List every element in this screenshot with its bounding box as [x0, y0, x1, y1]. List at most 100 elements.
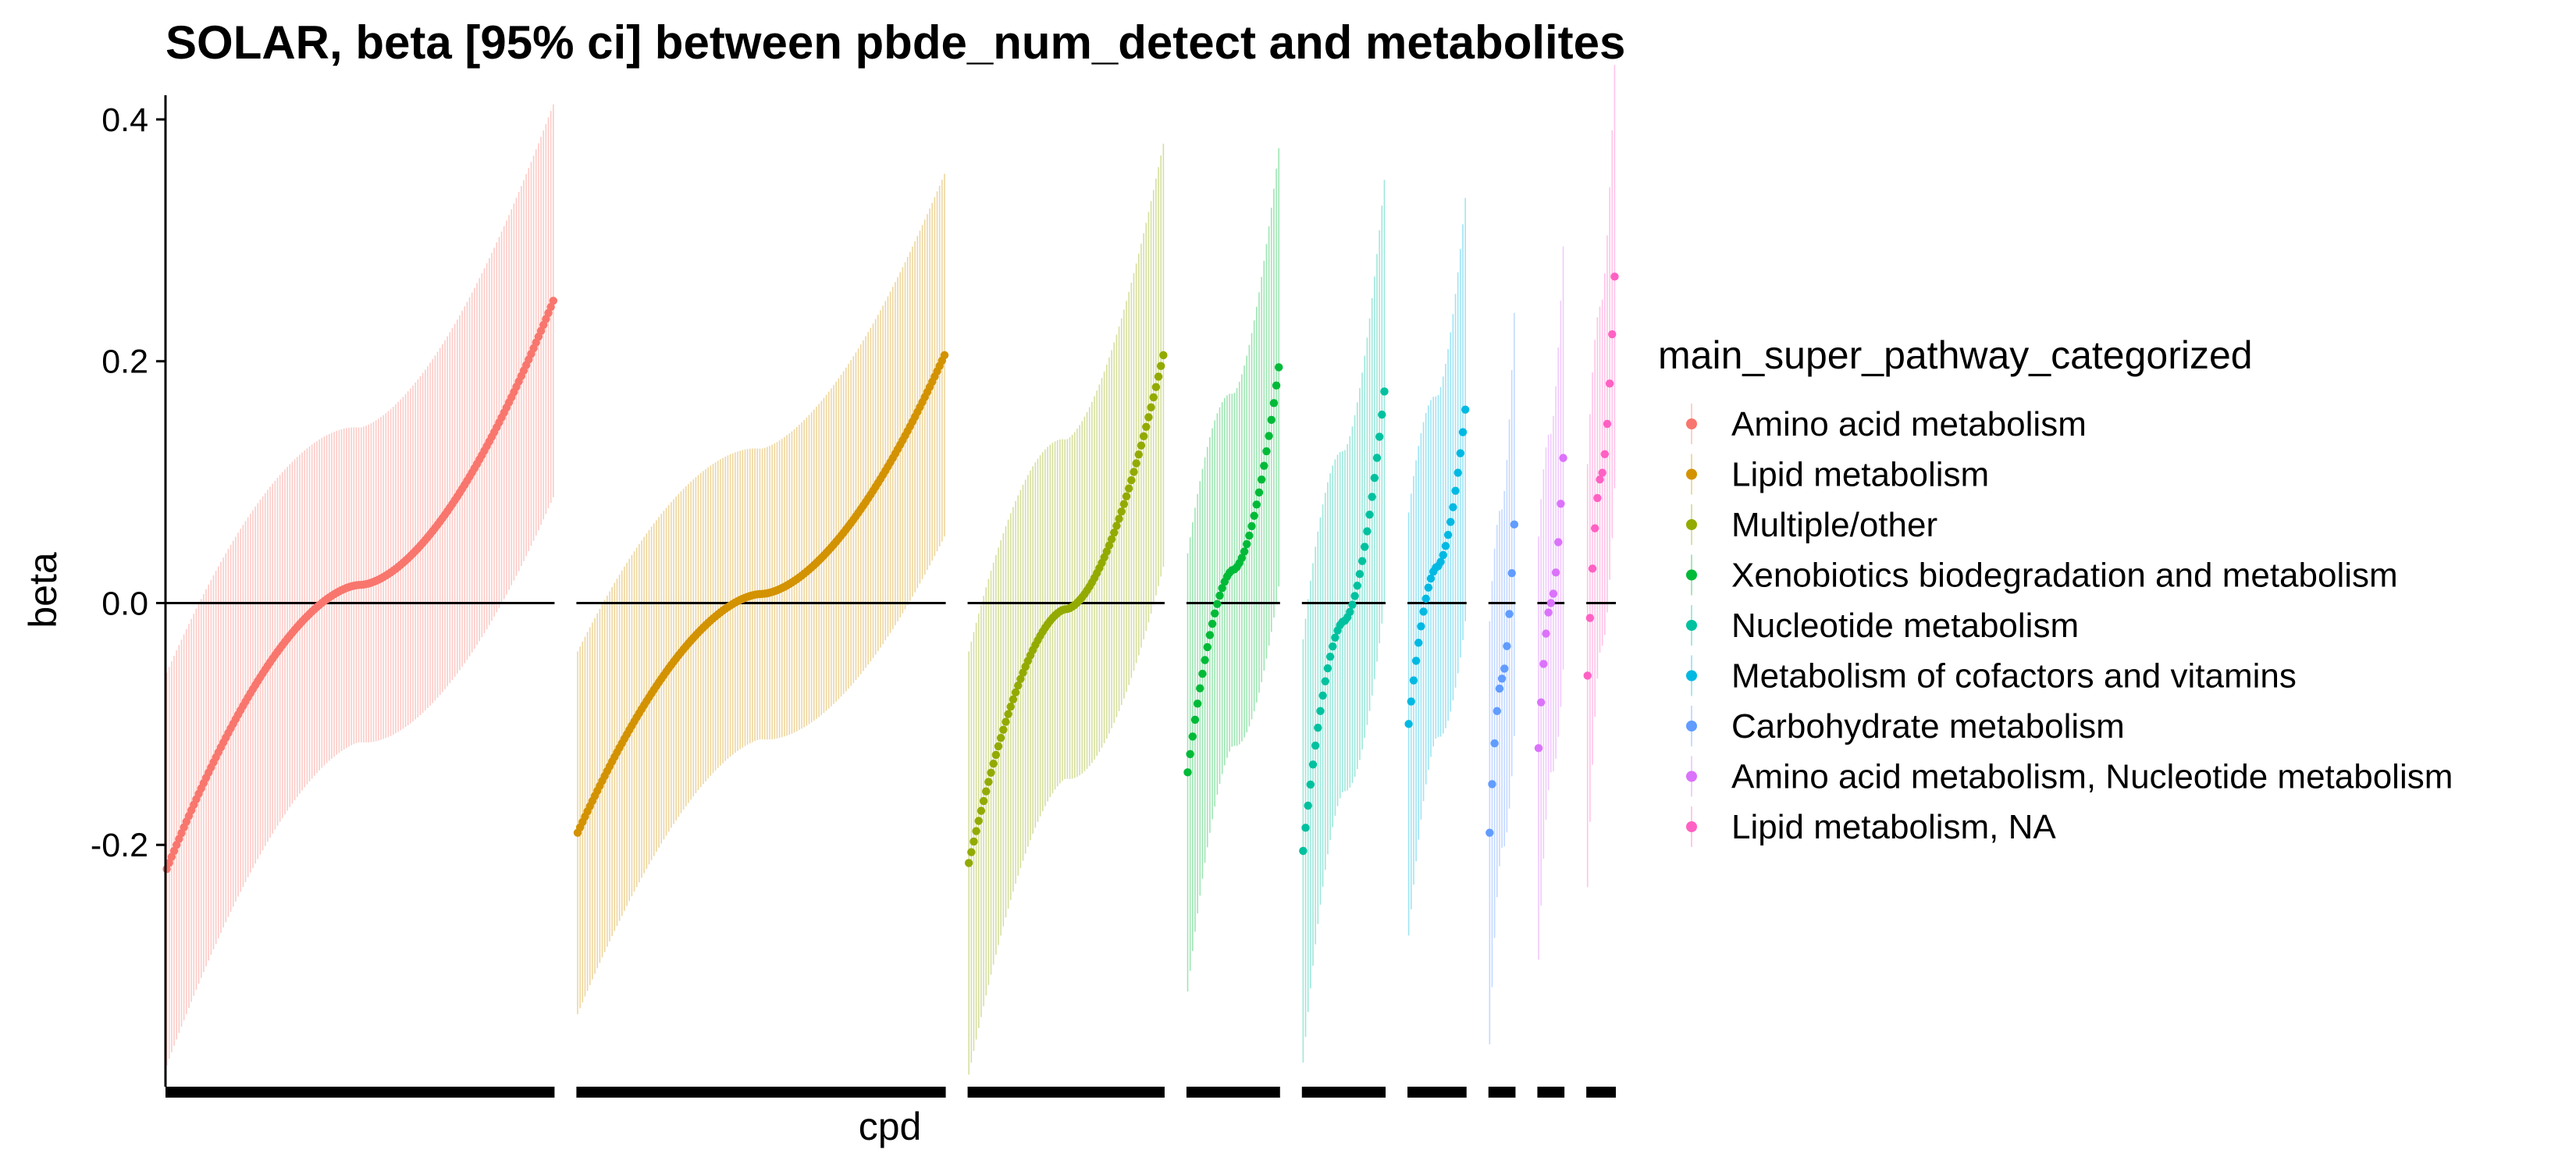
point-estimate — [1596, 475, 1604, 484]
point-estimate — [1311, 741, 1320, 750]
point-estimate — [1368, 493, 1376, 501]
point-estimate — [1009, 695, 1018, 704]
point-estimate — [165, 859, 173, 867]
legend-label: Metabolism of cofactors and vitamins — [1731, 657, 2297, 696]
point-estimate — [964, 859, 973, 867]
x-axis-segment — [1488, 1087, 1516, 1098]
point-estimate — [1265, 432, 1273, 440]
point-estimate — [940, 351, 949, 360]
point-estimate — [1267, 415, 1276, 425]
point-estimate — [1316, 707, 1325, 716]
point-estimate — [1549, 589, 1558, 598]
point-estimate — [1257, 475, 1266, 484]
legend-key-point — [1686, 771, 1697, 782]
point-estimate — [1218, 584, 1226, 593]
point-estimate — [1424, 583, 1433, 592]
point-estimate — [1210, 609, 1219, 618]
legend-label: Multiple/other — [1731, 506, 1937, 544]
legend-label: Carbohydrate metabolism — [1731, 707, 2125, 746]
point-estimate — [1500, 664, 1509, 673]
point-estimate — [1183, 768, 1192, 777]
point-estimate — [1593, 493, 1602, 503]
point-estimate — [1505, 610, 1514, 618]
point-estimate — [1600, 450, 1610, 458]
point-estimate — [972, 827, 980, 835]
point-estimate — [1350, 592, 1359, 600]
point-estimate — [1306, 780, 1315, 789]
point-estimate — [1144, 413, 1153, 422]
facet-panel — [1485, 312, 1519, 1045]
x-axis-segment — [1407, 1087, 1467, 1098]
point-estimate — [1544, 608, 1553, 617]
point-estimate — [1321, 677, 1329, 685]
point-estimate — [1436, 557, 1445, 566]
point-estimate — [1240, 547, 1249, 556]
y-tick-label: 0.4 — [101, 101, 148, 139]
legend-item: Amino acid metabolism, Nucleotide metabo… — [1686, 756, 2453, 797]
point-estimate — [1245, 531, 1254, 540]
point-estimate — [1323, 664, 1332, 673]
point-estimate — [1361, 543, 1369, 551]
point-estimate — [1407, 697, 1415, 706]
point-estimate — [1186, 749, 1194, 759]
legend-item: Nucleotide metabolism — [1686, 605, 2079, 646]
point-estimate — [1151, 383, 1161, 392]
legend-key-point — [1686, 569, 1697, 581]
point-estimate — [1190, 715, 1200, 724]
legend-key-point — [1686, 418, 1697, 429]
point-estimate — [549, 297, 558, 305]
point-estimate — [1419, 607, 1428, 616]
point-estimate — [996, 734, 1005, 742]
point-estimate — [1542, 629, 1550, 638]
point-estimate — [1112, 521, 1121, 530]
point-estimate — [989, 760, 998, 768]
point-estimate — [1132, 459, 1140, 468]
legend-label: Nucleotide metabolism — [1731, 607, 2079, 645]
point-estimate — [1262, 447, 1271, 456]
point-estimate — [1318, 691, 1327, 700]
point-estimate — [977, 806, 986, 815]
point-estimate — [970, 837, 978, 846]
point-estimate — [1193, 699, 1202, 708]
point-estimate — [1497, 674, 1507, 683]
point-estimate — [1243, 539, 1251, 549]
point-estimate — [1304, 801, 1312, 810]
point-estimate — [1107, 535, 1116, 543]
point-estimate — [1451, 486, 1460, 495]
point-estimate — [1461, 405, 1470, 414]
point-estimate — [1490, 739, 1499, 748]
point-estimate — [1353, 582, 1361, 590]
point-estimate — [1488, 780, 1496, 788]
point-estimate — [1404, 720, 1413, 728]
legend-key-point — [1686, 620, 1697, 631]
legend-key-point — [1686, 821, 1697, 832]
point-estimate — [1443, 530, 1453, 539]
x-axis-segment — [576, 1087, 946, 1098]
point-estimate — [1590, 524, 1599, 532]
point-estimate — [982, 787, 991, 795]
point-estimate — [1154, 372, 1163, 381]
point-estimate — [1105, 541, 1114, 550]
point-estimate — [1441, 542, 1450, 550]
point-estimate — [1439, 550, 1447, 560]
point-estimate — [1363, 527, 1372, 536]
point-estimate — [1139, 432, 1148, 441]
legend-item: Carbohydrate metabolism — [1686, 706, 2125, 746]
point-estimate — [999, 725, 1008, 734]
point-estimate — [991, 750, 1001, 760]
legend: main_super_pathway_categorized Amino aci… — [1658, 333, 2453, 847]
y-tick-label: 0.2 — [101, 343, 148, 381]
point-estimate — [1004, 710, 1012, 718]
point-estimate — [987, 768, 995, 777]
point-estimate — [1269, 399, 1279, 408]
point-estimate — [1119, 500, 1129, 508]
point-estimate — [984, 778, 993, 786]
facet-panel — [1183, 148, 1283, 992]
point-estimate — [1122, 492, 1131, 501]
point-estimate — [1588, 564, 1597, 573]
point-estimate — [1014, 681, 1023, 690]
legend-item: Metabolism of cofactors and vitamins — [1686, 655, 2297, 696]
point-estimate — [979, 796, 988, 806]
facet-panel — [964, 143, 1168, 1075]
